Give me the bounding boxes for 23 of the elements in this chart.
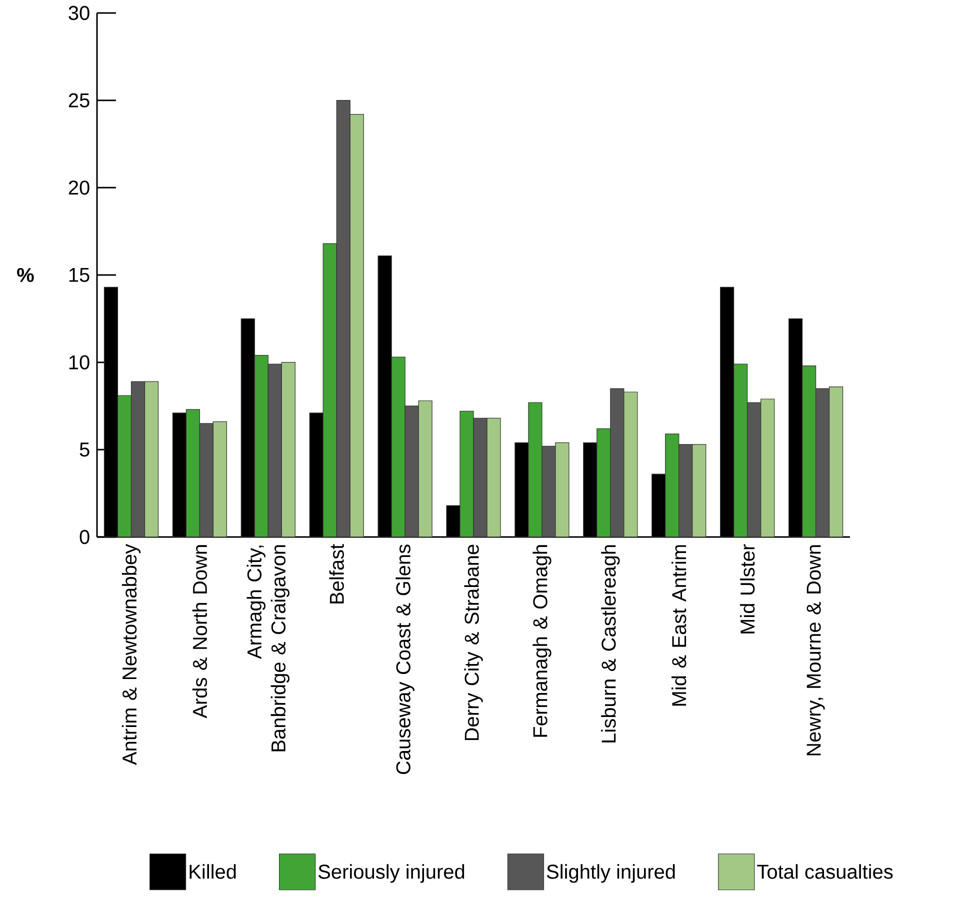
legend-label: Killed <box>190 864 236 879</box>
y-tick-label: 15 <box>69 268 90 282</box>
x-tick-label: Derry City & Strabane <box>464 544 483 740</box>
x-tick-label: Mid & East Antrim <box>672 545 686 706</box>
y-tick-label: 0 <box>80 530 90 544</box>
x-tick-label: Lisburn & Castlereagh <box>601 545 620 742</box>
y-tick-label: 10 <box>69 355 90 370</box>
y-tick-label: 30 <box>68 6 90 20</box>
y-tick-label: 25 <box>68 93 90 108</box>
x-tick-label: Armagh City, Banbridge & Craigavon <box>246 545 290 752</box>
x-tick-label: Antrim & Newtownabbey <box>122 544 141 766</box>
x-tick-label: Mid Ulster <box>740 544 755 634</box>
x-tick-label: Belfast <box>329 544 344 604</box>
x-tick-label: Causeway Coast & Glens <box>396 544 414 774</box>
x-tick-label: Ards & North Down <box>192 545 208 718</box>
legend-label: Seriously injured <box>318 864 464 883</box>
x-tick-label: Fermanagh & Omagh <box>532 545 552 737</box>
y-axis-title: % <box>17 268 34 282</box>
legend-label: Slightly injured <box>546 864 675 883</box>
y-tick-label: 20 <box>68 180 90 195</box>
legend-label: Total casualties <box>757 864 893 879</box>
x-tick-label: Newry, Mourne & Down <box>806 545 825 756</box>
y-tick-label: 5 <box>80 442 90 457</box>
